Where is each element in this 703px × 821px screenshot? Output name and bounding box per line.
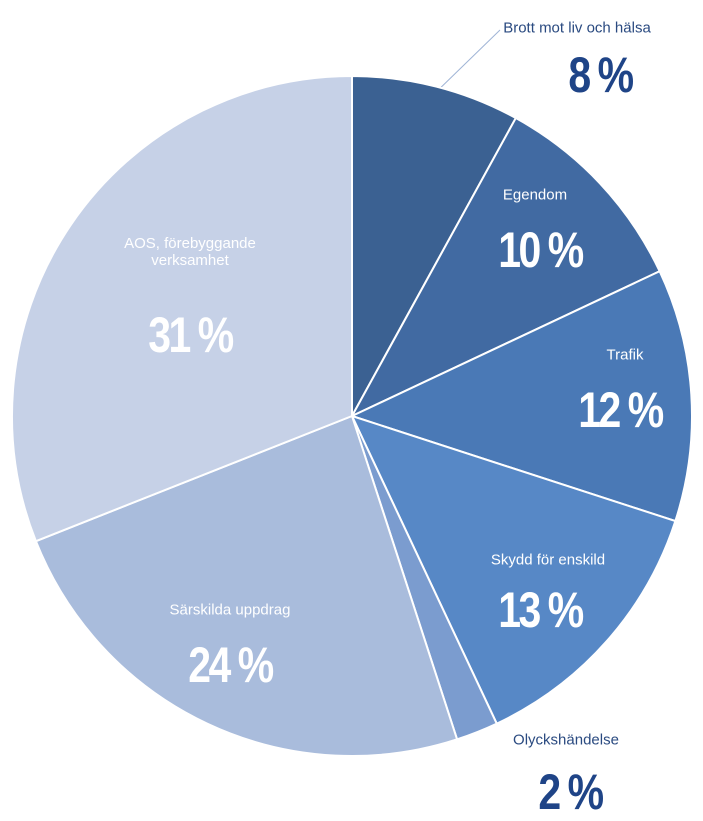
- slice-label: AOS, förebyggande verksamhet: [124, 235, 256, 269]
- pie-slice: [350, 414, 677, 725]
- value-label: 24 %: [188, 637, 274, 693]
- slice-label: Egendom: [502, 186, 568, 204]
- slice-label: Trafik: [606, 346, 644, 364]
- slice-label: Särskilda uppdrag: [169, 601, 291, 619]
- pie-slice: [34, 414, 459, 757]
- pie-slice: [349, 116, 661, 419]
- slice-label: Skydd för enskild: [490, 551, 606, 569]
- pie-slice: [11, 74, 353, 543]
- pie-slice: [349, 269, 693, 523]
- pie-slice: [351, 74, 518, 417]
- value-label: 13 %: [498, 582, 584, 638]
- value-label: 31 %: [148, 307, 234, 363]
- slice-label: Brott mot liv och hälsa: [503, 19, 651, 37]
- value-label: 8 %: [568, 47, 634, 103]
- slice-label: Olyckshändelse: [513, 731, 619, 749]
- value-label: 10 %: [498, 222, 584, 278]
- leader-line: [429, 29, 501, 99]
- value-label: 12 %: [578, 382, 664, 438]
- value-label: 2 %: [538, 764, 604, 820]
